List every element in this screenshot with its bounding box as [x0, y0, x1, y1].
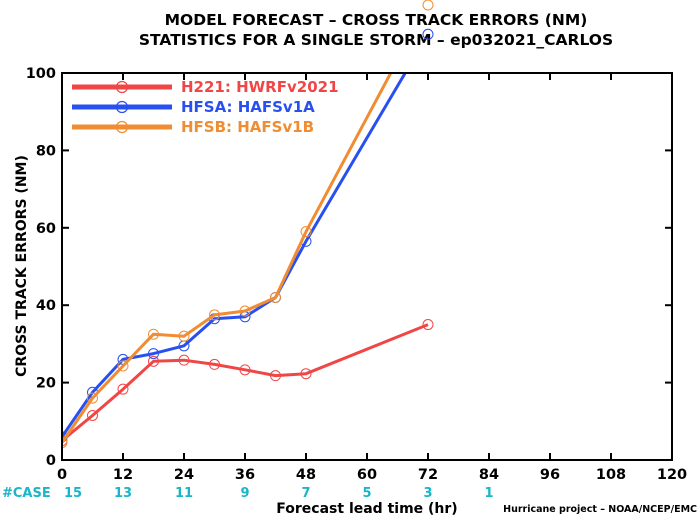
- x-tick-label: 108: [596, 467, 626, 483]
- data-point: [239, 364, 251, 376]
- x-tick-label: 96: [540, 467, 560, 483]
- case-count: 15: [64, 486, 82, 501]
- case-count: 3: [423, 486, 432, 501]
- legend-label: HFSB: HAFSv1B: [181, 118, 314, 136]
- y-tick-label: 60: [36, 221, 56, 237]
- legend-marker: [115, 120, 129, 134]
- x-tick-label: 60: [357, 467, 377, 483]
- series-line-2: [62, 73, 407, 438]
- data-point: [270, 291, 281, 303]
- data-point: [300, 226, 312, 238]
- x-tick-label: 120: [657, 467, 687, 483]
- data-point: [62, 437, 68, 449]
- legend-marker: [115, 80, 129, 94]
- data-point: [148, 348, 159, 360]
- x-tick-label: 84: [479, 467, 499, 483]
- chart-subtitle: STATISTICS FOR A SINGLE STORM – ep032021…: [139, 31, 613, 49]
- data-point: [148, 355, 159, 367]
- legend: H221: HWRFv2021 HFSA: HAFSv1A HFSB: HAFSv1…: [72, 78, 339, 136]
- overflow-layer: [422, 0, 434, 40]
- credit-text: Hurricane project – NOAA/NCEP/EMC: [503, 504, 697, 515]
- legend-marker: [115, 100, 129, 114]
- x-tick-label: 72: [418, 467, 438, 483]
- data-point: [87, 409, 98, 421]
- y-tick-label: 100: [26, 66, 56, 82]
- data-point-offscale: [422, 28, 434, 40]
- y-axis-label: CROSS TRACK ERRORS (NM): [14, 155, 30, 377]
- legend-label: HFSA: HAFSv1A: [181, 98, 315, 116]
- y-tick-label: 0: [46, 453, 56, 469]
- plot-frame: [61, 72, 673, 461]
- chart-title: MODEL FORECAST – CROSS TRACK ERRORS (NM): [165, 11, 588, 29]
- x-tick-label: 24: [174, 467, 194, 483]
- legend-label: H221: HWRFv2021: [181, 78, 339, 96]
- x-axis-label: Forecast lead time (hr): [276, 501, 457, 517]
- data-point: [209, 309, 220, 321]
- data-point: [117, 360, 129, 372]
- x-tick-label: 36: [235, 467, 255, 483]
- case-count: 11: [175, 486, 193, 501]
- data-point: [178, 330, 190, 342]
- y-tick-label: 20: [36, 376, 56, 392]
- x-tick-label: 12: [113, 467, 133, 483]
- axes-layer: 0 12 24 36 48 60 72 84 96 108 120 0 20 40 60 80 100: [26, 66, 687, 483]
- data-point: [178, 354, 190, 366]
- data-point-offscale: [422, 0, 434, 11]
- data-point: [148, 328, 159, 340]
- case-count: 1: [484, 486, 493, 501]
- data-point: [422, 319, 434, 331]
- case-count-label: #CASE: [2, 486, 51, 501]
- data-point: [117, 383, 129, 395]
- case-count: 9: [240, 486, 249, 501]
- data-point: [300, 368, 312, 380]
- series-layer: [62, 73, 434, 449]
- y-tick-label: 80: [36, 143, 56, 159]
- series-line-1: [62, 323, 429, 442]
- data-point: [270, 370, 281, 382]
- series-line-3: [62, 73, 393, 444]
- x-tick-label: 0: [57, 467, 67, 483]
- y-tick-label: 40: [36, 298, 56, 314]
- data-point: [87, 392, 98, 404]
- x-tick-label: 48: [296, 467, 316, 483]
- case-count-row: 15 13 11 9 7 5 3 1: [64, 486, 494, 501]
- case-count: 13: [114, 486, 132, 501]
- data-point: [239, 305, 251, 317]
- case-count: 7: [301, 486, 310, 501]
- case-count: 5: [362, 486, 371, 501]
- data-point: [209, 358, 220, 370]
